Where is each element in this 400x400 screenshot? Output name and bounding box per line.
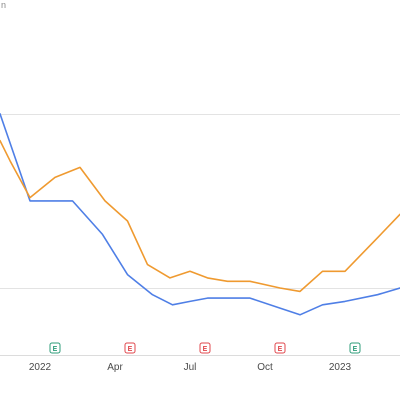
series-lines <box>0 113 400 316</box>
event-marker-label: E <box>128 346 133 353</box>
event-marker-earnings-positive[interactable]: E <box>49 342 61 354</box>
event-marker-earnings-negative[interactable]: E <box>274 342 286 354</box>
x-tick-label: 2022 <box>29 362 52 373</box>
event-marker-box <box>274 342 286 354</box>
x-tick-label: 2023 <box>329 362 352 373</box>
series-line-1 <box>0 139 400 293</box>
event-marker-earnings-negative[interactable]: E <box>124 342 136 354</box>
x-tick-label: Jul <box>184 362 197 373</box>
event-marker-box <box>49 342 61 354</box>
event-marker-box <box>349 342 361 354</box>
event-marker-earnings-positive[interactable]: E <box>349 342 361 354</box>
x-tick-label: Apr <box>107 362 123 373</box>
series-line-0 <box>0 113 400 316</box>
x-axis-ticks: 2022 Apr Jul Oct 2023 <box>29 362 352 373</box>
gridlines <box>0 114 400 289</box>
event-marker-label: E <box>53 346 58 353</box>
event-marker-earnings-negative[interactable]: E <box>199 342 211 354</box>
event-marker-label: E <box>203 346 208 353</box>
event-marker-box <box>124 342 136 354</box>
event-marker-label: E <box>353 346 358 353</box>
event-marker-label: E <box>278 346 283 353</box>
x-tick-label: Oct <box>257 362 273 373</box>
event-marker-box <box>199 342 211 354</box>
top-left-label-fragment: n <box>1 0 6 10</box>
